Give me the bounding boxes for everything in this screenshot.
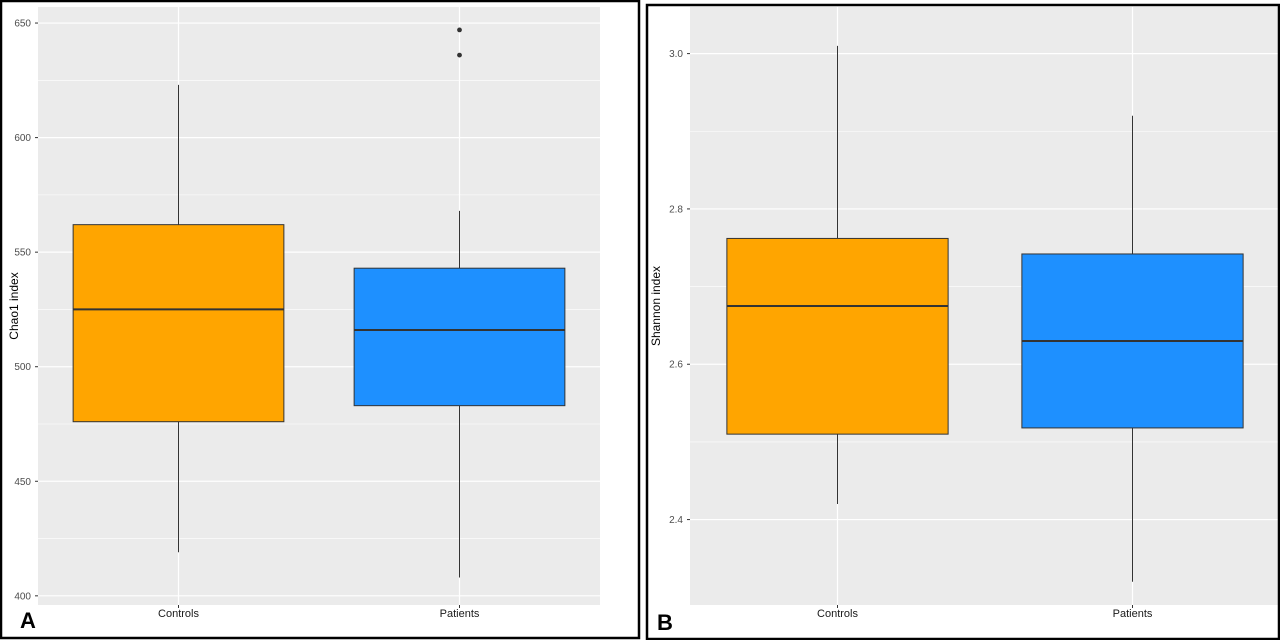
- y-tick-label: 400: [14, 591, 31, 602]
- shannon-boxplot-panel: 2.4 2.6 2.8 3.0 Controls Patients Shannon inde…: [645, 3, 1280, 640]
- outlier-point: [457, 52, 462, 58]
- chao1-boxplot-panel: 400 450 500 550 600 650 Controls Patients Chao1 …: [0, 0, 641, 640]
- x-category-label: Patients: [440, 608, 480, 620]
- y-axis-label: Shannon index: [649, 266, 663, 346]
- outlier-point: [457, 27, 462, 33]
- panel-frame: [0, 0, 641, 640]
- y-tick-label: 650: [14, 19, 31, 30]
- box-controls: [72, 224, 285, 423]
- panel-letter-label: A: [20, 608, 36, 633]
- box-patients: [353, 267, 566, 407]
- panel-frame: [645, 3, 1280, 640]
- x-category-label: Controls: [158, 608, 199, 620]
- y-tick-label: 550: [14, 248, 31, 259]
- y-tick-label: 500: [14, 362, 31, 373]
- y-tick-label: 2.8: [669, 204, 683, 215]
- y-axis-label: Chao1 index: [7, 272, 21, 339]
- y-tick-label: 2.6: [669, 360, 683, 371]
- x-category-label: Patients: [1113, 608, 1153, 620]
- y-tick-label: 600: [14, 133, 31, 144]
- box-controls: [726, 237, 949, 435]
- y-tick-label: 450: [14, 477, 31, 488]
- y-tick-label: 2.4: [669, 515, 683, 526]
- panel-letter-label: B: [657, 610, 673, 635]
- x-category-label: Controls: [817, 608, 858, 620]
- y-tick-label: 3.0: [669, 49, 683, 60]
